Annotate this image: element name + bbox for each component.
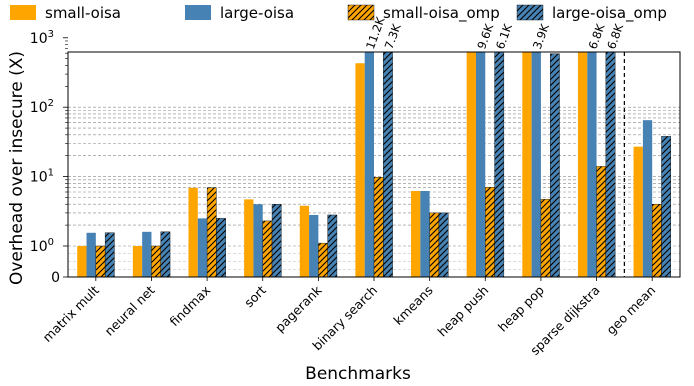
bar-large-oisa_omp-9 <box>605 51 616 278</box>
plot-frame <box>67 51 681 278</box>
x-tick-label: neural net <box>102 282 158 338</box>
legend-swatch <box>347 4 375 21</box>
x-tick-label: heap push <box>434 283 491 340</box>
bar-large-oisa_omp-10 <box>661 136 671 278</box>
legend-swatch <box>185 5 211 20</box>
bar-small-oisa_omp-3 <box>262 220 273 278</box>
bar-large-oisa_omp-3 <box>271 204 282 278</box>
bar-large-oisa-3 <box>253 204 263 277</box>
bar-large-oisa_omp-7 <box>494 51 505 278</box>
bar-small-oisa_omp-9 <box>596 166 607 278</box>
bar-value-label: 6.1K <box>493 22 515 51</box>
y-axis-label: Overhead over insecure (X) <box>7 51 27 285</box>
bar-large-oisa-9 <box>587 52 597 277</box>
legend-label: large-oisa <box>220 4 294 22</box>
bar-large-oisa-6 <box>420 191 430 277</box>
bar-small-oisa-8 <box>522 52 532 277</box>
y-tick-label: 0 <box>51 270 60 286</box>
x-tick-label: sort <box>241 282 269 310</box>
bar-large-oisa_omp-1 <box>160 231 171 278</box>
legend-label: large-oisa_omp <box>552 4 667 23</box>
bar-small-oisa_omp-10 <box>651 204 662 278</box>
bar-large-oisa-7 <box>475 52 486 277</box>
bar-small-oisa_omp-6 <box>429 212 440 278</box>
bar-small-oisa_omp-0 <box>95 245 106 278</box>
bar-small-oisa_omp-2 <box>206 187 217 278</box>
bar-small-oisa-10 <box>633 146 643 277</box>
legend-label: small-oisa <box>45 4 121 22</box>
x-tick-label: geo mean <box>603 283 658 338</box>
bar-large-oisa-0 <box>86 232 96 277</box>
bar-small-oisa-6 <box>411 191 421 277</box>
bar-value-label: 6.8K <box>604 22 626 51</box>
y-tick-label: 100 <box>30 237 54 255</box>
bar-large-oisa_omp-8 <box>550 53 560 278</box>
bars <box>77 51 671 278</box>
bar-large-oisa-4 <box>309 214 319 277</box>
bar-large-oisa_omp-6 <box>438 212 449 278</box>
legend-label: small-oisa_omp <box>383 4 500 23</box>
bar-small-oisa-5 <box>355 63 365 277</box>
bar-large-oisa-5 <box>364 52 374 277</box>
bar-large-oisa-8 <box>531 52 541 277</box>
bar-large-oisa_omp-0 <box>104 232 115 278</box>
x-tick-label: heap pop <box>495 282 547 334</box>
legend: small-oisa large-oisa small-oisa_omp large-… <box>10 4 667 23</box>
x-tick-label: matrix mult <box>40 282 102 344</box>
x-tick-label: findmax <box>167 283 214 330</box>
legend-swatch <box>516 4 544 21</box>
bar-large-oisa_omp-2 <box>216 218 226 278</box>
bar-value-label: 3.9K <box>530 22 552 51</box>
bar-small-oisa-1 <box>132 246 143 277</box>
bar-small-oisa-7 <box>466 52 476 277</box>
bar-small-oisa_omp-1 <box>151 245 161 278</box>
legend-swatch <box>10 5 36 20</box>
bar-large-oisa-2 <box>197 218 208 277</box>
tick-labels: matrix mult neural net findmax sort pagerank… <box>30 29 659 358</box>
bar-large-oisa_omp-4 <box>327 214 338 278</box>
axes <box>63 37 681 281</box>
bar-small-oisa_omp-4 <box>318 242 328 278</box>
y-tick-label: 101 <box>30 168 54 186</box>
bar-large-oisa-1 <box>142 231 152 277</box>
bar-large-oisa-10 <box>642 120 653 278</box>
bar-large-oisa_omp-5 <box>383 51 393 278</box>
x-tick-label: pagerank <box>272 282 325 335</box>
bar-small-oisa-2 <box>188 187 198 277</box>
bar-small-oisa-0 <box>77 246 87 277</box>
y-tick-label: 103 <box>30 29 54 47</box>
y-tick-label: 102 <box>30 98 54 116</box>
bar-small-oisa_omp-5 <box>373 177 384 278</box>
bar-small-oisa-4 <box>299 205 310 277</box>
x-axis-label: Benchmarks <box>305 364 411 384</box>
x-tick-label: kmeans <box>390 283 435 328</box>
bar-small-oisa_omp-8 <box>540 199 551 278</box>
bar-small-oisa-9 <box>577 52 588 277</box>
bar-small-oisa-3 <box>244 199 254 277</box>
bar-small-oisa_omp-7 <box>485 187 495 278</box>
